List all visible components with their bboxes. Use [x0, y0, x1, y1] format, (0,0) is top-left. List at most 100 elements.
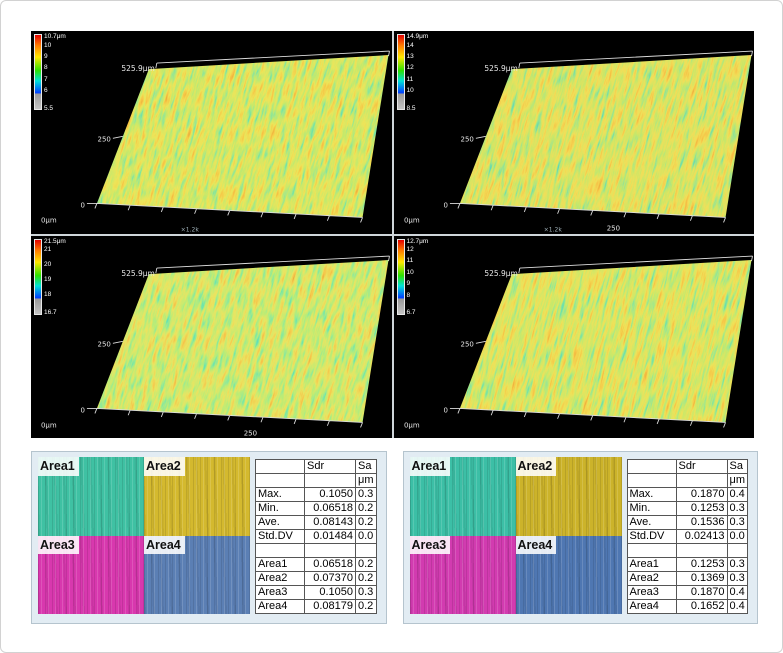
- width-axis-label: 525.9μm: [484, 269, 517, 278]
- table-cell: 0.3: [726, 557, 749, 572]
- area-quadrants: Area1 Area2 Area3 Area4: [38, 457, 250, 614]
- top-scale-line: [517, 50, 753, 69]
- table-row: Area3 0.1050 0.3: [255, 585, 377, 600]
- table-row: Area2 0.07370 0.2: [255, 571, 377, 586]
- table-cell: 0.2: [355, 515, 377, 530]
- area-label: Area1: [409, 457, 451, 476]
- table-cell: [304, 543, 356, 558]
- colorbar-max-label: 10.7μm: [44, 33, 66, 40]
- table-row: Area3 0.1870 0.4: [626, 585, 749, 600]
- table-row: Std.DV 0.02413 0.0: [626, 529, 749, 544]
- quad-area4: Area4: [144, 535, 250, 614]
- table-cell: Std.DV: [255, 529, 305, 544]
- table-cell: 0.1369: [675, 571, 728, 586]
- table-cell: 0.1870: [675, 585, 728, 600]
- area-label: Area2: [515, 457, 557, 476]
- table-cell: [726, 543, 749, 558]
- top-scale-line: [155, 50, 390, 69]
- colorbar-tick-label: 20: [44, 261, 52, 269]
- y-zero-label: 0: [443, 201, 447, 209]
- colorbar-ticks: 14 13 12 11 10: [406, 41, 437, 106]
- colorbar: 12.7μm 12 11 10 9 8 6.7: [396, 238, 437, 317]
- table-cell: 0.4: [726, 599, 749, 614]
- table-cell: [255, 459, 305, 474]
- table-cell: Ave.: [255, 515, 305, 530]
- quad-area4: Area4: [515, 535, 622, 614]
- y-zero-label: 0: [80, 406, 84, 414]
- surface-panel-top-left: 525.9μm 250 0 0μm ×1.2k 10.7μm 10 9 8 7 6 5.…: [31, 31, 392, 234]
- colorbar-tick-label: 13: [406, 52, 414, 60]
- quad-area1: Area1: [409, 457, 516, 536]
- surface-texture: [96, 55, 389, 218]
- area-quadrants: Area1 Area2 Area3 Area4: [409, 457, 622, 614]
- area-label: Area3: [38, 535, 79, 555]
- colorbar: 14.9μm 14 13 12 11 10 8.5: [396, 33, 437, 112]
- colorbar-min-label: 16.7: [44, 309, 57, 316]
- table-cell: μm: [726, 473, 749, 488]
- table-cell: Ave.: [626, 515, 677, 530]
- stats-table-left: Sdr Sa μm Max. 0.1050 0.3 Min. 0.06518 0.2 Ave. 0.…: [255, 459, 377, 614]
- table-cell: 0.06518: [304, 501, 356, 516]
- surface-panel-bottom-right: 525.9μm 250 0 0μm 12.7μm 12 11 10 9 8 6.7: [393, 235, 754, 438]
- table-cell: 0.08143: [304, 515, 356, 530]
- left-axis-ticks: [449, 340, 486, 409]
- table-row: Area4 0.1652 0.4: [626, 599, 749, 614]
- table-row: Min. 0.06518 0.2: [255, 501, 377, 516]
- table-row: μm: [626, 473, 749, 488]
- table-row: Area1 0.06518 0.2: [255, 557, 377, 572]
- table-cell: 0.08179: [304, 599, 356, 614]
- table-row: Area1 0.1253 0.3: [626, 557, 749, 572]
- table-cell: [255, 473, 305, 488]
- colorbar-gradient: [34, 238, 42, 315]
- table-cell: [675, 543, 728, 558]
- surface-3d-view: 525.9μm 250 0 0μm 250: [41, 255, 390, 437]
- table-cell: 0.1870: [675, 487, 728, 502]
- colorbar-max-label: 14.9μm: [406, 33, 429, 40]
- colorbar-min-label: 6.7: [406, 309, 416, 316]
- table-cell: μm: [355, 473, 377, 488]
- x-mid-label: 250: [606, 224, 619, 232]
- top-scale-line: [517, 255, 753, 273]
- colorbar-tick-label: 11: [406, 257, 414, 265]
- colorbar-max-label: 21.5μm: [44, 237, 66, 245]
- table-cell: 0.3: [726, 501, 749, 516]
- quad-area1: Area1: [38, 457, 144, 536]
- colorbar: 21.5μm 21 20 19 18 16.7: [34, 237, 74, 317]
- left-axis-ticks: [86, 340, 123, 409]
- colorbar-tick-label: 14: [406, 41, 414, 49]
- surface-grid: 525.9μm 250 0 0μm ×1.2k 10.7μm 10 9 8 7 6 5.…: [31, 31, 754, 438]
- bottom-axis: [94, 407, 363, 428]
- left-axis-ticks: [449, 135, 486, 204]
- area-label: Area3: [409, 535, 451, 555]
- table-row: Ave. 0.08143 0.2: [255, 515, 377, 530]
- table-cell: [675, 473, 728, 488]
- colorbar-min-label: 8.5: [406, 104, 416, 112]
- colorbar-tick-label: 11: [406, 75, 414, 83]
- table-cell: 0.3: [726, 515, 749, 530]
- table-cell: 0.2: [355, 501, 377, 516]
- y-mid-label: 250: [98, 135, 111, 143]
- area-label: Area4: [144, 535, 185, 555]
- table-cell: Area1: [626, 557, 677, 572]
- origin-label: 0μm: [403, 421, 419, 429]
- table-cell: 0.1050: [304, 487, 356, 502]
- table-cell: Max.: [255, 487, 305, 502]
- table-cell: Area2: [626, 571, 677, 586]
- table-cell: 0.3: [726, 571, 749, 586]
- colorbar-tick-label: 9: [406, 280, 411, 288]
- table-cell: 0.0: [726, 529, 749, 544]
- analysis-row: Area1 Area2 Area3 Area4 Sdr Sa μm Max. 0.105…: [31, 451, 758, 624]
- table-cell: 0.0: [355, 529, 377, 544]
- area-label: Area2: [144, 457, 185, 476]
- left-axis-ticks: [86, 135, 123, 204]
- table-cell: 0.1536: [675, 515, 728, 530]
- table-cell: 0.4: [726, 487, 749, 502]
- surface-3d-view: 525.9μm 250 0 0μm 250 ×1.2k: [403, 50, 753, 233]
- analysis-panel-right: Area1 Area2 Area3 Area4 Sdr Sa μm Max. 0.187…: [402, 451, 758, 624]
- y-mid-label: 250: [98, 340, 111, 348]
- bottom-axis: [456, 407, 726, 428]
- colorbar-gradient: [396, 34, 405, 110]
- analysis-panel-left: Area1 Area2 Area3 Area4 Sdr Sa μm Max. 0.105…: [31, 451, 387, 624]
- table-cell: Area1: [255, 557, 305, 572]
